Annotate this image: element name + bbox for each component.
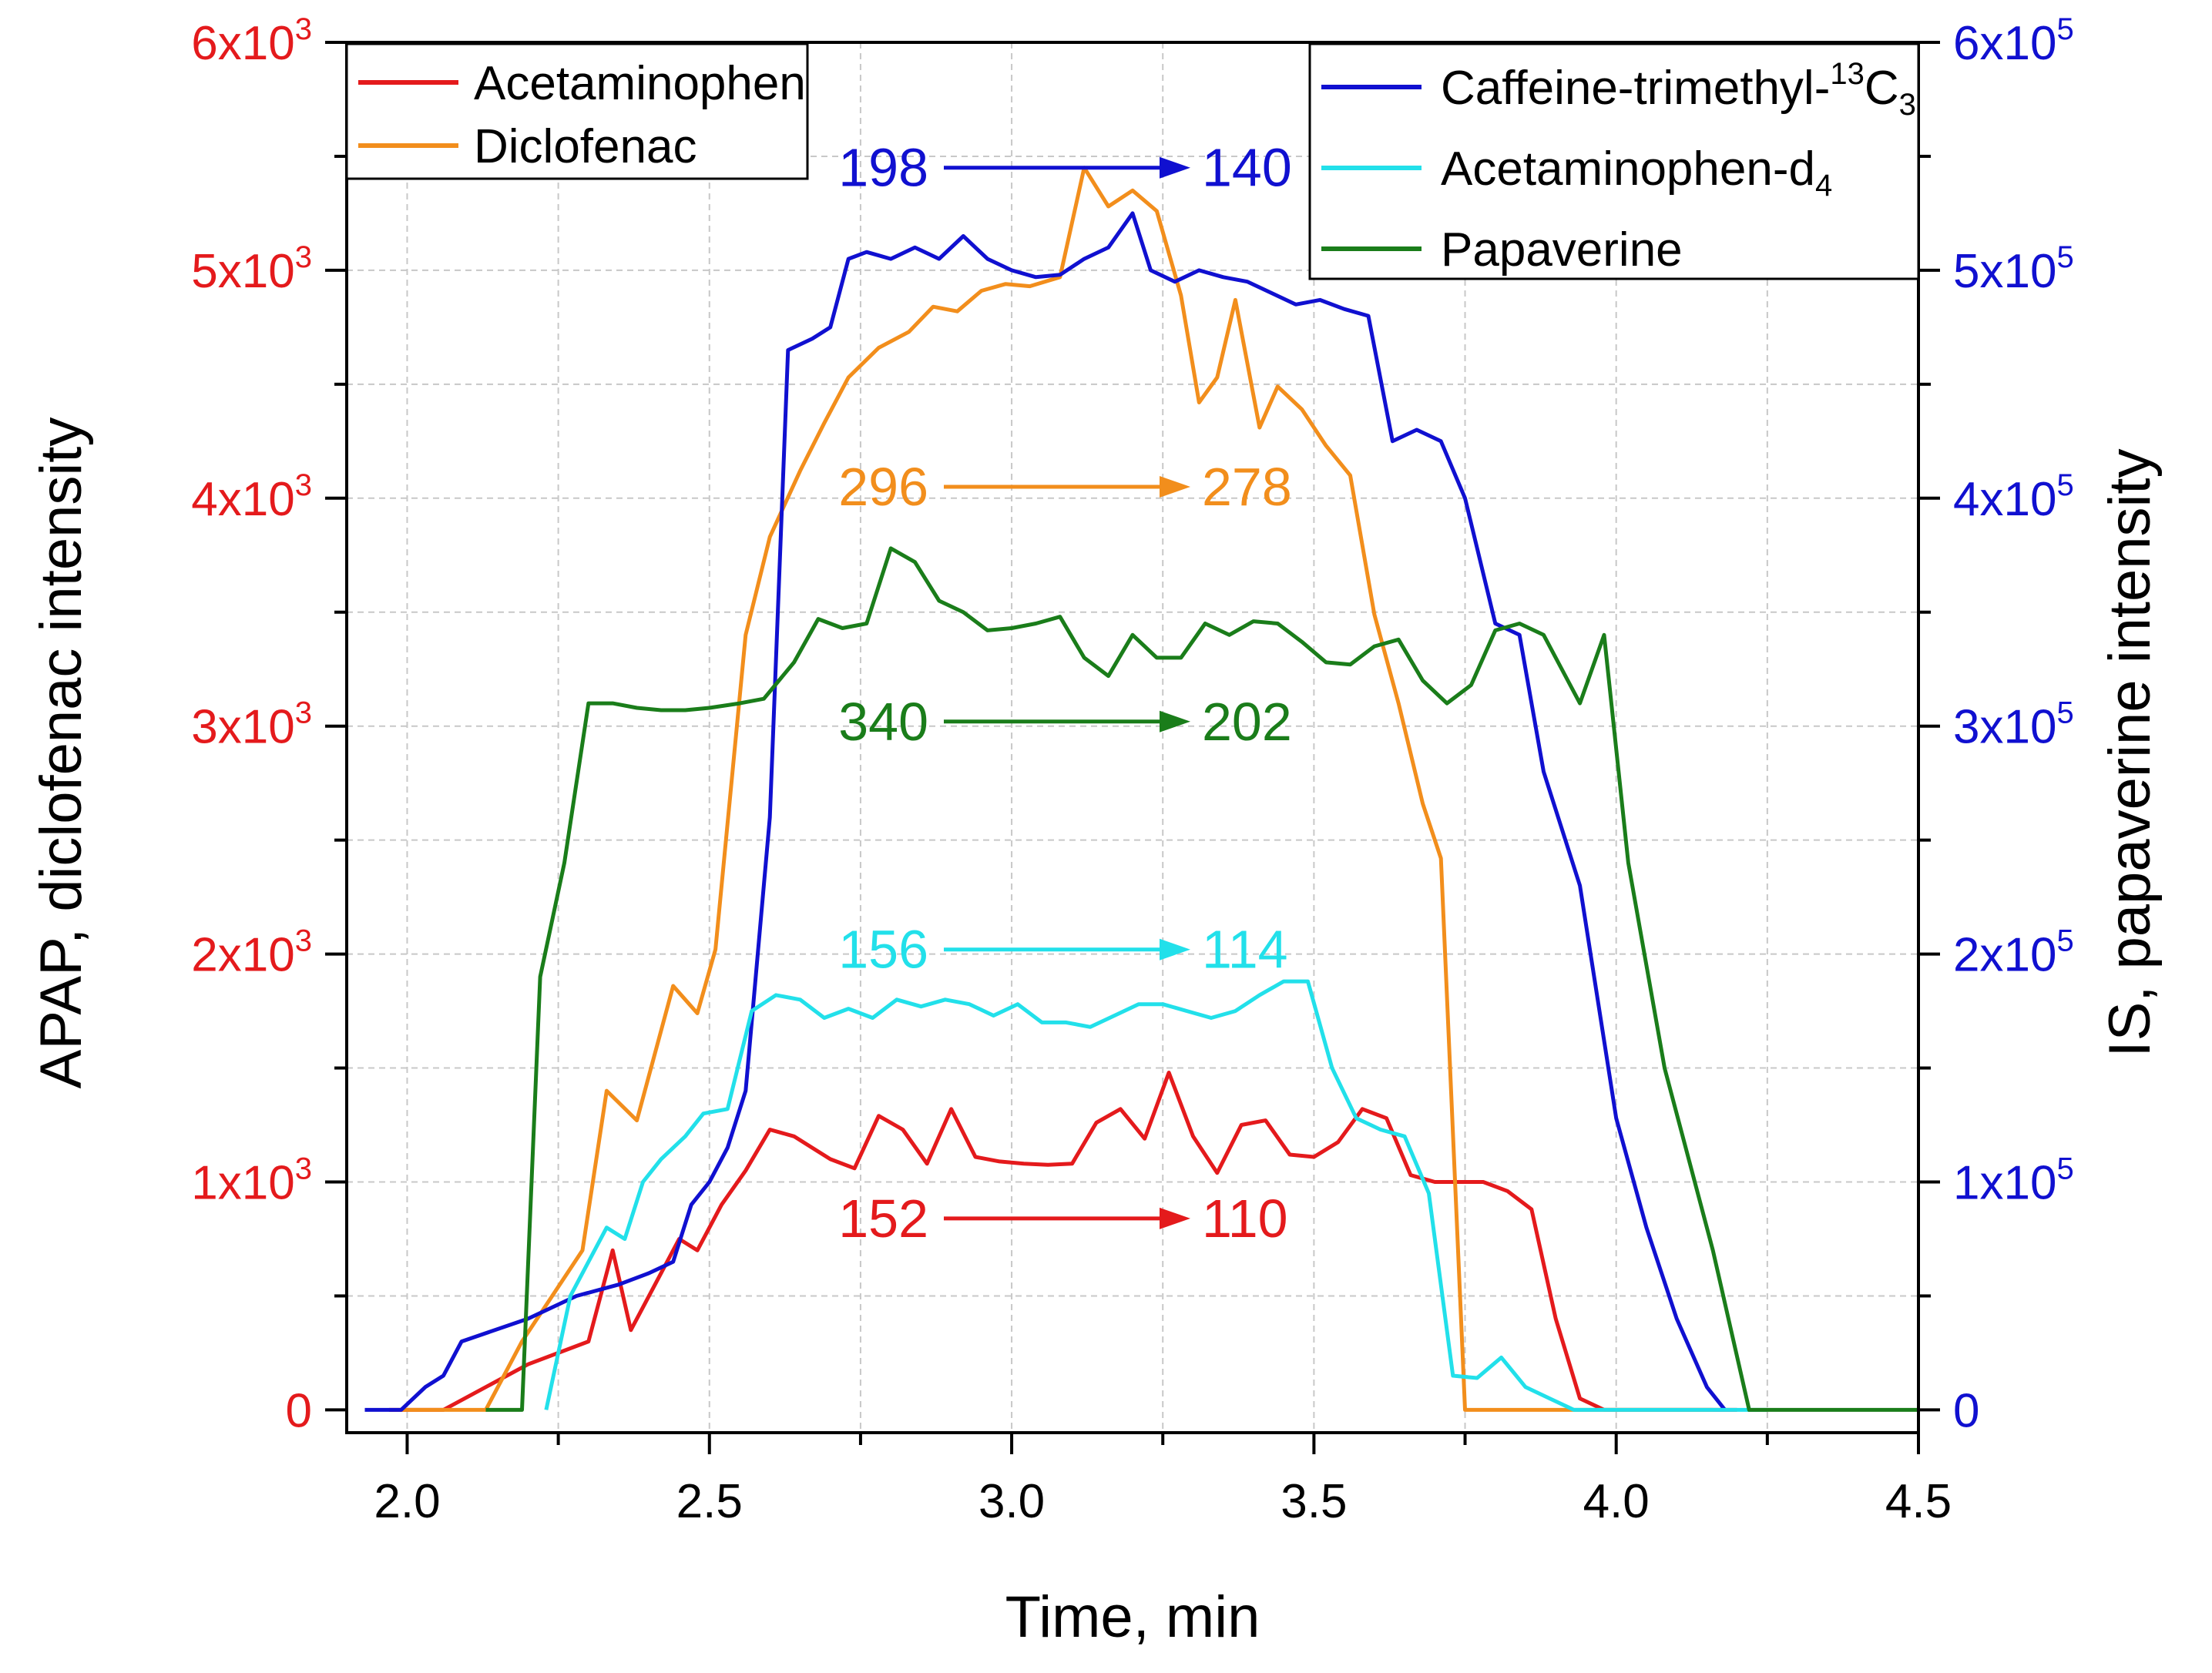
annotation-from-value: 296 xyxy=(838,457,928,517)
y-left-tick-exp: 3 xyxy=(295,1152,312,1186)
annotation-arrowhead xyxy=(1160,710,1190,733)
y-left-tick-base: 6x10 xyxy=(191,17,294,70)
annotation-to-value: 110 xyxy=(1202,1189,1288,1249)
y-right-tick-base: 0 xyxy=(1953,1384,1979,1437)
y-axis-right-label: IS, papaverine intensity xyxy=(2097,448,2163,1057)
legend-right-label-main: Papaverine xyxy=(1441,223,1683,277)
y-left-tick-exp: 3 xyxy=(295,924,312,958)
legend-right-label-main: Acetaminophen-d xyxy=(1441,142,1815,196)
y-right-tick-exp: 5 xyxy=(2056,468,2073,502)
y-left-tick-base: 5x10 xyxy=(191,245,294,298)
y-right-tick-exp: 5 xyxy=(2056,924,2073,958)
series-line-diclofenac xyxy=(401,166,1714,1412)
annotation-arrowhead xyxy=(1160,1207,1190,1229)
y-left-tick-base: 2x10 xyxy=(191,929,294,982)
x-tick-label: 2.5 xyxy=(676,1475,743,1528)
series-line-papaverine xyxy=(485,546,1918,1412)
x-tick-label: 2.0 xyxy=(374,1475,440,1528)
y-right-tick-base: 6x10 xyxy=(1953,17,2056,70)
legend-left: Acetaminophen Diclofenac xyxy=(345,42,809,180)
legend-left-label: Acetaminophen xyxy=(474,57,806,110)
x-axis-label: Time, min xyxy=(1005,1584,1260,1650)
series-group xyxy=(364,166,1918,1412)
y-left-tick-base: 3x10 xyxy=(191,701,294,754)
annotation-from-value: 198 xyxy=(838,138,928,198)
y-right-tick-label: 4x105 xyxy=(1953,468,2074,526)
y-left-tick-base: 4x10 xyxy=(191,473,294,526)
legends-group: Acetaminophen Diclofenac Caffeine-trimethy… xyxy=(345,42,1920,280)
legend-right-label-sub: 3 xyxy=(1899,88,1916,122)
y-left-tick-label: 0 xyxy=(286,1384,312,1437)
legend-left-label: Diclofenac xyxy=(474,120,696,173)
annotation: 340 202 xyxy=(838,692,1292,752)
series-line-acetaminophen-d4 xyxy=(544,979,1767,1412)
legend-left-box xyxy=(345,42,809,180)
legend-right-label-sub: 4 xyxy=(1815,169,1832,203)
y-right-tick-exp: 5 xyxy=(2056,696,2073,730)
annotation-to-value: 278 xyxy=(1202,457,1292,517)
y-left-tick-exp: 3 xyxy=(295,12,312,46)
annotation-to-value: 140 xyxy=(1202,138,1292,198)
y-right-tick-base: 5x10 xyxy=(1953,245,2056,298)
annotation-arrowhead xyxy=(1160,476,1190,498)
y-right-tick-label: 2x105 xyxy=(1953,924,2074,982)
legend-right-label: Caffeine-trimethyl-13C3 xyxy=(1441,57,1916,122)
annotation: 198 140 xyxy=(838,138,1292,198)
y-right-tick-label: 6x105 xyxy=(1953,12,2074,70)
y-right-tick-exp: 5 xyxy=(2056,1152,2073,1186)
y-left-tick-label: 4x103 xyxy=(191,468,312,526)
annotation: 152 110 xyxy=(838,1189,1287,1249)
y-right-tick-base: 4x10 xyxy=(1953,473,2056,526)
x-tick-label: 4.5 xyxy=(1885,1475,1952,1528)
legend-right: Caffeine-trimethyl-13C3 Acetaminophen-d4 P… xyxy=(1308,42,1920,280)
legend-right-label: Acetaminophen-d4 xyxy=(1441,142,1832,203)
annotation: 296 278 xyxy=(838,457,1292,517)
x-tick-label: 4.0 xyxy=(1583,1475,1650,1528)
y-left-tick-label: 5x103 xyxy=(191,240,312,298)
y-left-tick-exp: 3 xyxy=(295,240,312,274)
y-right-tick-base: 1x10 xyxy=(1953,1157,2056,1210)
annotation: 156 114 xyxy=(838,920,1287,980)
y-left-tick-label: 6x103 xyxy=(191,12,312,70)
y-right-tick-label: 0 xyxy=(1953,1384,1979,1437)
annotation-from-value: 152 xyxy=(838,1189,928,1249)
legend-right-label: Papaverine xyxy=(1441,223,1683,277)
legend-right-label-main: Caffeine-trimethyl- xyxy=(1441,62,1830,115)
annotations-group: 198 140 296 278 340 202 156 114 152 110 xyxy=(838,138,1292,1249)
annotation-from-value: 156 xyxy=(838,920,928,980)
y-left-tick-base: 1x10 xyxy=(191,1157,294,1210)
plot-frame xyxy=(345,41,1920,1434)
annotation-to-value: 202 xyxy=(1202,692,1292,752)
legend-right-label-sup: 13 xyxy=(1830,57,1865,91)
y-left-tick-label: 1x103 xyxy=(191,1152,312,1210)
y-right-tick-label: 3x105 xyxy=(1953,696,2074,754)
y-right-tick-base: 3x10 xyxy=(1953,701,2056,754)
annotation-to-value: 114 xyxy=(1202,920,1288,980)
series-line-caffeine-trimethyl-13c3 xyxy=(364,211,1727,1412)
annotation-arrowhead xyxy=(1160,156,1190,179)
axes-group: 2.0 2.5 3.0 3.5 4.0 4.501x1032x1033x1034x1035… xyxy=(191,12,2073,1528)
annotation-arrowhead xyxy=(1160,938,1190,961)
y-left-tick-exp: 3 xyxy=(295,468,312,502)
y-right-tick-label: 1x105 xyxy=(1953,1152,2074,1210)
y-right-tick-exp: 5 xyxy=(2056,240,2073,274)
x-tick-label: 3.5 xyxy=(1281,1475,1347,1528)
y-right-tick-base: 2x10 xyxy=(1953,929,2056,982)
y-left-tick-label: 3x103 xyxy=(191,696,312,754)
y-left-tick-label: 2x103 xyxy=(191,924,312,982)
legend-right-label-rest: C xyxy=(1865,62,1899,115)
y-right-tick-exp: 5 xyxy=(2056,12,2073,46)
y-left-tick-exp: 3 xyxy=(295,696,312,730)
y-right-tick-label: 5x105 xyxy=(1953,240,2074,298)
annotation-from-value: 340 xyxy=(838,692,928,752)
y-left-tick-base: 0 xyxy=(286,1384,312,1437)
series-line-acetaminophen xyxy=(388,1071,1737,1412)
y-axis-left-label: APAP, diclofenac intensity xyxy=(29,417,94,1089)
legend-right-box xyxy=(1308,42,1920,280)
x-tick-label: 3.0 xyxy=(978,1475,1045,1528)
